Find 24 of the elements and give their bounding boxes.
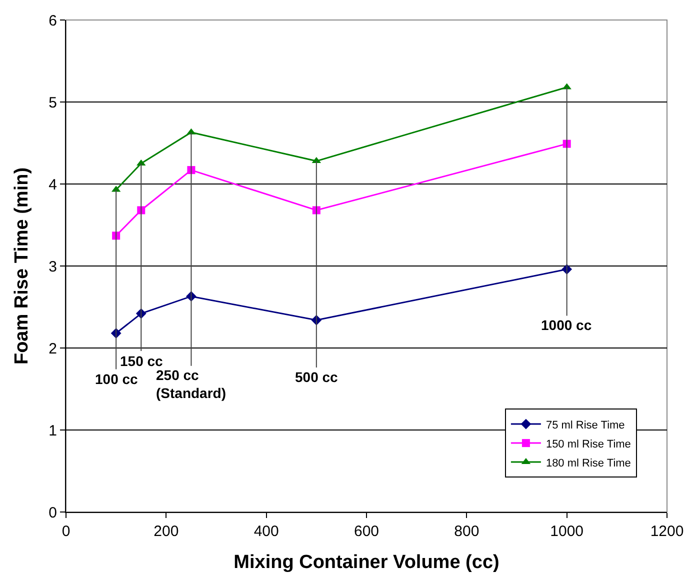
y-tick-label: 2 [48,340,57,358]
y-tick-label: 0 [48,504,57,522]
annotation: 100 cc [95,371,138,387]
y-tick-label: 1 [48,422,57,440]
y-axis-title: Foam Rise Time (min) [12,167,33,365]
x-tick-label: 200 [154,523,179,540]
x-tick-label: 0 [62,523,70,540]
x-tick-label: 1200 [650,523,684,540]
x-tick-label: 600 [354,523,380,540]
y-tick-label: 5 [48,94,57,112]
y-tick-label: 3 [48,258,57,276]
legend-label: 150 ml Rise Time [546,438,631,450]
x-tick-label: 800 [454,523,480,540]
y-tick-label: 4 [48,176,57,194]
annotation: 250 cc (Standard) [156,367,226,402]
annotation: 500 cc [295,369,338,385]
legend-label: 180 ml Rise Time [546,457,631,470]
x-axis-title: Mixing Container Volume (cc) [234,552,500,573]
y-tick-label: 6 [48,12,57,30]
annotation: 150 cc [120,353,164,369]
legend-label: 75 ml Rise Time [546,419,625,432]
x-tick-label: 1000 [550,523,584,540]
x-tick-label: 400 [254,523,279,540]
annotation: 1000 cc [541,317,592,333]
